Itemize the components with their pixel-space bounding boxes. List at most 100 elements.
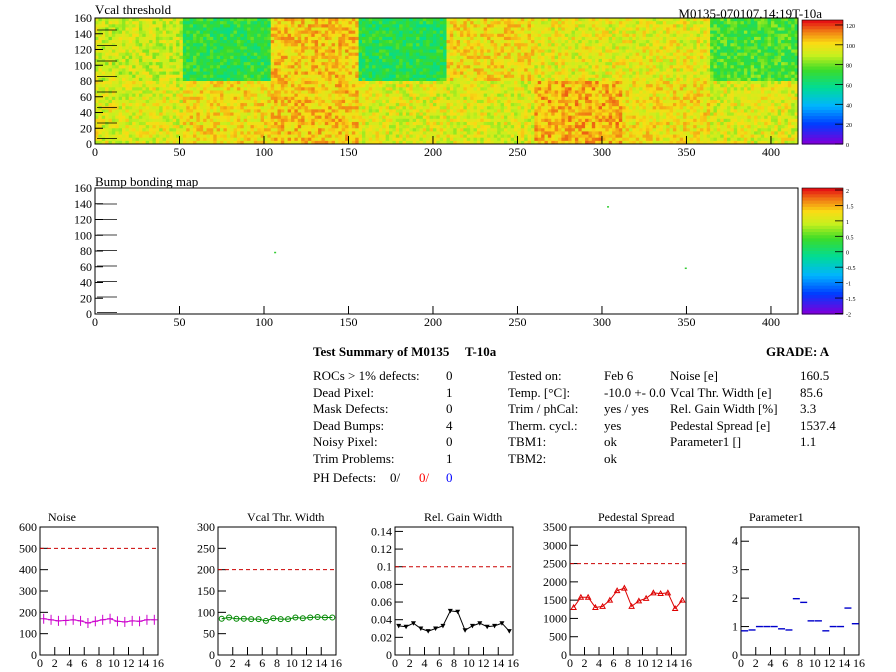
vcal-heatmap-cell bbox=[385, 33, 390, 38]
vcal-heatmap-cell bbox=[537, 18, 542, 22]
vcal-heatmap-cell bbox=[230, 68, 234, 72]
vcal-heatmap-cell bbox=[362, 33, 366, 38]
vcal-heatmap-cell bbox=[135, 81, 140, 85]
vcal-heatmap-cell bbox=[777, 71, 782, 76]
vcal-heatmap-cell bbox=[196, 77, 201, 82]
vcal-heatmap-cell bbox=[338, 33, 343, 38]
vcal-heatmap-cell bbox=[196, 93, 201, 98]
vcal-heatmap-cell bbox=[118, 84, 123, 88]
vcal-heatmap-cell bbox=[503, 68, 508, 72]
vcal-heatmap-cell bbox=[402, 71, 407, 76]
vcal-heatmap-cell bbox=[176, 71, 180, 76]
vcal-heatmap-cell bbox=[355, 21, 360, 25]
vcal-heatmap-cell bbox=[233, 55, 238, 60]
vcal-heatmap-cell bbox=[165, 99, 170, 104]
vcal-heatmap-cell bbox=[703, 55, 708, 60]
vcal-heatmap-cell bbox=[402, 43, 407, 47]
vcal-heatmap-cell bbox=[774, 30, 779, 35]
vcal-heatmap-cell bbox=[247, 18, 251, 22]
vcal-heatmap-cell bbox=[402, 46, 407, 50]
vcal-heatmap-cell bbox=[250, 46, 255, 50]
vcal-heatmap-cell bbox=[318, 58, 322, 63]
vcal-heatmap-cell bbox=[223, 62, 228, 66]
vcal-heatmap-cell bbox=[449, 40, 454, 44]
vcal-heatmap-cell bbox=[703, 74, 708, 79]
vcal-heatmap-cell bbox=[382, 65, 387, 69]
vcal-heatmap-cell bbox=[520, 58, 525, 63]
vcal-heatmap-cell bbox=[132, 140, 136, 145]
vcal-heatmap-cell bbox=[179, 99, 184, 104]
vcal-heatmap-cell bbox=[253, 55, 258, 60]
vcal-heatmap-cell bbox=[277, 30, 282, 35]
vcal-heatmap-cell bbox=[176, 134, 180, 139]
vcal-heatmap-cell bbox=[165, 134, 170, 139]
vcal-heatmap-cell bbox=[280, 24, 285, 28]
vcal-heatmap-cell bbox=[206, 103, 211, 107]
vcal-heatmap-cell bbox=[500, 68, 505, 72]
vcal-heatmap-cell bbox=[206, 36, 211, 41]
vcal-heatmap-cell bbox=[625, 49, 630, 54]
vcal-heatmap-cell bbox=[416, 58, 420, 63]
vcal-heatmap-cell bbox=[497, 46, 501, 50]
vcal-heatmap-cell bbox=[378, 74, 383, 79]
vcal-heatmap-cell bbox=[165, 24, 170, 28]
vcal-heatmap-cell bbox=[203, 33, 207, 38]
vcal-heatmap-cell bbox=[463, 65, 468, 69]
vcal-heatmap-cell bbox=[291, 49, 295, 54]
vcal-heatmap-cell bbox=[537, 24, 542, 28]
vcal-heatmap-cell bbox=[314, 33, 319, 38]
vcal-heatmap-cell bbox=[159, 81, 163, 85]
vcal-heatmap-cell bbox=[155, 81, 160, 85]
vcal-heatmap-cell bbox=[115, 74, 120, 79]
vcal-heatmap-cell bbox=[642, 27, 647, 31]
vcal-heatmap-cell bbox=[683, 74, 687, 79]
vcal-heatmap-cell bbox=[220, 93, 224, 98]
vcal-heatmap-cell bbox=[189, 90, 194, 94]
vcal-heatmap-cell bbox=[186, 58, 191, 63]
vcal-heatmap-cell bbox=[585, 62, 589, 66]
vcal-heatmap-cell bbox=[591, 40, 596, 44]
vcal-heatmap-cell bbox=[476, 74, 481, 79]
vcal-heatmap-cell bbox=[260, 27, 265, 31]
vcal-heatmap-cell bbox=[128, 77, 133, 82]
vcal-heatmap-cell bbox=[284, 36, 289, 41]
vcal-heatmap-cell bbox=[720, 52, 725, 57]
vcal-heatmap-cell bbox=[645, 62, 650, 66]
vcal-heatmap-cell bbox=[193, 18, 197, 22]
vcal-heatmap-cell bbox=[656, 49, 660, 54]
vcal-heatmap-cell bbox=[193, 43, 197, 47]
vcal-heatmap-cell bbox=[233, 93, 238, 98]
vcal-heatmap-cell bbox=[618, 68, 623, 72]
vcal-heatmap-cell bbox=[750, 68, 755, 72]
vcal-heatmap-cell bbox=[291, 58, 295, 63]
vcal-heatmap-cell bbox=[716, 33, 721, 38]
vcal-heatmap-cell bbox=[713, 65, 718, 69]
vcal-heatmap-cell bbox=[172, 68, 177, 72]
vcal-heatmap-cell bbox=[267, 49, 272, 54]
vcal-heatmap-cell bbox=[132, 43, 136, 47]
vcal-heatmap-cell bbox=[348, 33, 353, 38]
vcal-heatmap-cell bbox=[223, 36, 228, 41]
vcal-heatmap-cell bbox=[277, 36, 282, 41]
vcal-heatmap-cell bbox=[605, 24, 610, 28]
vcal-heatmap-cell bbox=[216, 118, 221, 123]
vcal-heatmap-cell bbox=[791, 30, 796, 35]
vcal-heatmap-cell bbox=[754, 36, 758, 41]
vcal-heatmap-cell bbox=[639, 52, 643, 57]
vcal-heatmap-cell bbox=[784, 65, 789, 69]
vcal-heatmap-cell bbox=[764, 62, 768, 66]
vcal-heatmap-cell bbox=[412, 58, 417, 63]
vcal-heatmap-cell bbox=[547, 55, 552, 60]
vcal-heatmap-cell bbox=[730, 71, 735, 76]
vcal-heatmap-cell bbox=[372, 77, 376, 82]
vcal-heatmap-cell bbox=[480, 49, 485, 54]
vcal-heatmap-cell bbox=[355, 52, 360, 57]
vcal-heatmap-cell bbox=[328, 77, 332, 82]
vcal-heatmap-cell bbox=[764, 49, 768, 54]
vcal-heatmap-cell bbox=[334, 52, 339, 57]
vcal-heatmap-cell bbox=[716, 36, 721, 41]
vcal-heatmap-cell bbox=[132, 58, 136, 63]
vcal-heatmap-cell bbox=[696, 30, 701, 35]
vcal-heatmap-cell bbox=[777, 30, 782, 35]
vcal-heatmap-cell bbox=[747, 33, 752, 38]
